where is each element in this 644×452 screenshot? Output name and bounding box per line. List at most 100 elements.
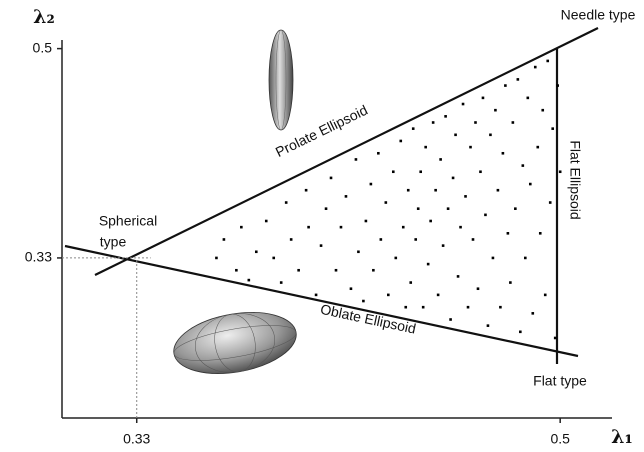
y-tick-label: 0.5 bbox=[33, 39, 53, 55]
oblate-boundary bbox=[64, 244, 579, 358]
annotation: Needle type bbox=[561, 7, 636, 23]
point bbox=[416, 207, 420, 210]
point bbox=[434, 188, 437, 192]
point bbox=[501, 151, 505, 155]
point bbox=[369, 182, 373, 186]
point bbox=[391, 170, 395, 174]
point bbox=[469, 145, 472, 149]
point bbox=[364, 219, 368, 223]
point bbox=[499, 305, 502, 309]
point bbox=[411, 127, 415, 130]
annotation: Oblate Ellipsoid bbox=[319, 301, 417, 337]
point bbox=[349, 287, 353, 291]
point bbox=[451, 176, 455, 180]
point bbox=[531, 312, 535, 315]
x-tick-label: 0.33 bbox=[123, 431, 150, 447]
point bbox=[344, 195, 348, 198]
point bbox=[254, 250, 258, 254]
point bbox=[494, 108, 497, 112]
point bbox=[516, 78, 520, 81]
point bbox=[399, 139, 403, 143]
point bbox=[506, 232, 510, 235]
point bbox=[439, 158, 442, 161]
point bbox=[479, 170, 482, 174]
point bbox=[526, 96, 530, 100]
prolate-boundary bbox=[94, 27, 599, 276]
point bbox=[541, 108, 545, 112]
point bbox=[429, 219, 432, 223]
point bbox=[314, 293, 318, 297]
point bbox=[409, 281, 413, 284]
point bbox=[394, 256, 398, 260]
point bbox=[222, 238, 226, 241]
point bbox=[426, 262, 430, 266]
point bbox=[324, 207, 328, 210]
point bbox=[489, 133, 492, 137]
point bbox=[419, 170, 422, 174]
point bbox=[404, 305, 408, 309]
point bbox=[319, 244, 323, 247]
x-tick-label: 0.5 bbox=[550, 431, 570, 447]
point bbox=[524, 256, 527, 260]
point bbox=[471, 238, 475, 241]
point bbox=[496, 188, 500, 192]
point bbox=[354, 158, 358, 161]
point bbox=[538, 232, 542, 235]
point bbox=[235, 268, 238, 272]
annotation: Flat Ellipsoid bbox=[567, 140, 583, 219]
x-axis-label: λ₁ bbox=[611, 426, 633, 448]
oblate-icon bbox=[173, 312, 297, 374]
point bbox=[511, 121, 515, 124]
point bbox=[304, 188, 308, 192]
point bbox=[509, 281, 512, 284]
point bbox=[486, 324, 490, 327]
point bbox=[474, 121, 477, 124]
point bbox=[289, 238, 293, 241]
point bbox=[464, 195, 467, 198]
point bbox=[461, 102, 465, 106]
point bbox=[543, 293, 547, 297]
point bbox=[272, 256, 276, 260]
point bbox=[533, 65, 537, 69]
point bbox=[284, 201, 288, 204]
point bbox=[406, 188, 410, 192]
point bbox=[551, 127, 555, 130]
annotation: Flat type bbox=[533, 373, 587, 389]
point bbox=[466, 305, 470, 309]
annotation: Spherical bbox=[99, 213, 157, 229]
point bbox=[476, 287, 480, 291]
annotation: type bbox=[100, 234, 127, 250]
point bbox=[357, 250, 360, 254]
point bbox=[421, 305, 425, 309]
point bbox=[339, 225, 343, 229]
point bbox=[431, 121, 435, 124]
point bbox=[449, 318, 452, 321]
point bbox=[553, 336, 557, 340]
point bbox=[372, 268, 375, 272]
point bbox=[307, 225, 310, 229]
point bbox=[215, 256, 218, 260]
point bbox=[558, 170, 562, 174]
point bbox=[247, 278, 251, 282]
point bbox=[504, 84, 507, 87]
point bbox=[329, 176, 333, 180]
prolate-icon bbox=[268, 29, 294, 131]
point bbox=[519, 330, 522, 334]
point bbox=[454, 133, 457, 137]
point bbox=[240, 225, 243, 229]
point bbox=[297, 268, 300, 272]
point bbox=[444, 115, 447, 118]
point bbox=[279, 281, 283, 284]
point bbox=[379, 238, 383, 241]
point bbox=[446, 207, 450, 210]
y-axis-label: λ₂ bbox=[33, 6, 55, 28]
point bbox=[334, 268, 338, 272]
point bbox=[491, 256, 495, 260]
point bbox=[414, 238, 418, 241]
point bbox=[484, 213, 487, 217]
point bbox=[556, 84, 559, 87]
point bbox=[521, 164, 525, 167]
point bbox=[536, 145, 540, 149]
